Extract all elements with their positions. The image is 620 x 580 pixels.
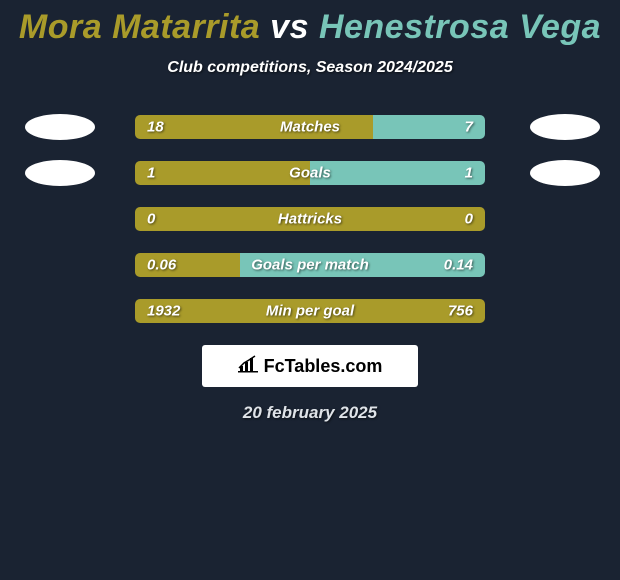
- vs-text: vs: [270, 8, 309, 46]
- stat-value-left: 0: [147, 211, 155, 228]
- stat-value-left: 18: [147, 119, 164, 136]
- subtitle: Club competitions, Season 2024/2025: [0, 59, 620, 77]
- stat-value-left: 0.06: [147, 257, 176, 274]
- flag-right-icon: [530, 160, 600, 186]
- flag-left-icon: [25, 160, 95, 186]
- bar-left-segment: [135, 161, 310, 185]
- stat-row-matches: 18 Matches 7: [0, 115, 620, 139]
- stat-label: Min per goal: [266, 303, 354, 320]
- stat-label: Matches: [280, 119, 340, 136]
- stat-value-right: 1: [465, 165, 473, 182]
- flag-left-icon: [25, 114, 95, 140]
- flag-right-icon: [530, 114, 600, 140]
- stat-row-hattricks: 0 Hattricks 0: [0, 207, 620, 231]
- bar-right-segment: [310, 161, 485, 185]
- stat-bar: 0 Hattricks 0: [135, 207, 485, 231]
- date-text: 20 february 2025: [0, 403, 620, 423]
- main-title: Mora Matarrita vs Henestrosa Vega: [0, 8, 620, 47]
- stat-bar: 1 Goals 1: [135, 161, 485, 185]
- player1-name: Mora Matarrita: [19, 8, 260, 46]
- stat-value-right: 7: [465, 119, 473, 136]
- stat-value-left: 1932: [147, 303, 180, 320]
- stat-bar: 18 Matches 7: [135, 115, 485, 139]
- stat-value-right: 756: [448, 303, 473, 320]
- stats-list: 18 Matches 7 1 Goals 1 0 Hattricks: [0, 115, 620, 323]
- stat-value-right: 0: [465, 211, 473, 228]
- stat-row-goals-per-match: 0.06 Goals per match 0.14: [0, 253, 620, 277]
- stat-row-goals: 1 Goals 1: [0, 161, 620, 185]
- infographic-container: Mora Matarrita vs Henestrosa Vega Club c…: [0, 0, 620, 423]
- stat-label: Hattricks: [278, 211, 342, 228]
- chart-bar-icon: [238, 355, 260, 378]
- stat-value-left: 1: [147, 165, 155, 182]
- player2-name: Henestrosa Vega: [319, 8, 601, 46]
- stat-bar: 0.06 Goals per match 0.14: [135, 253, 485, 277]
- stat-label: Goals per match: [251, 257, 369, 274]
- stat-bar: 1932 Min per goal 756: [135, 299, 485, 323]
- stat-value-right: 0.14: [444, 257, 473, 274]
- stat-row-min-per-goal: 1932 Min per goal 756: [0, 299, 620, 323]
- logo-text: FcTables.com: [264, 356, 383, 377]
- stat-label: Goals: [289, 165, 331, 182]
- logo-box: FcTables.com: [202, 345, 418, 387]
